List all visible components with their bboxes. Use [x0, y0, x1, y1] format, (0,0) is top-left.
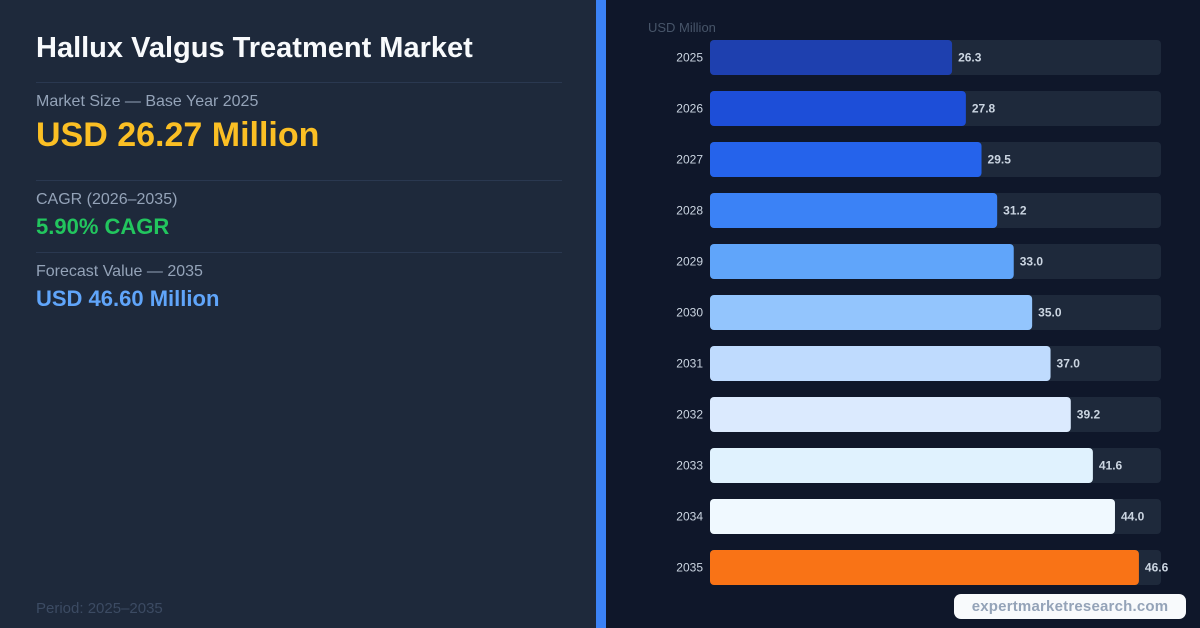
- value-label-2028: 31.2: [1003, 204, 1027, 218]
- category-label-2033: 2033: [676, 459, 703, 473]
- bar-2030: [710, 295, 1033, 330]
- bar-2033: [710, 448, 1093, 483]
- value-label-2034: 44.0: [1121, 510, 1145, 524]
- bar-2035: [710, 550, 1139, 585]
- divider: [36, 180, 562, 181]
- bar-2027: [710, 142, 982, 177]
- category-label-2025: 2025: [676, 51, 703, 65]
- category-label-2029: 2029: [676, 255, 703, 269]
- cagr-label: CAGR (2026–2035): [36, 191, 178, 208]
- value-label-2025: 26.3: [958, 51, 982, 65]
- forecast-label: Forecast Value — 2035: [36, 263, 203, 280]
- market-size-value: USD 26.27 Million: [36, 116, 320, 154]
- bar-2034: [710, 499, 1115, 534]
- bar-2026: [710, 91, 966, 126]
- bar-2028: [710, 193, 998, 228]
- category-label-2030: 2030: [676, 306, 703, 320]
- forecast-value: USD 46.60 Million: [36, 286, 220, 311]
- divider: [36, 82, 562, 83]
- period-note: Period: 2025–2035: [36, 600, 163, 617]
- bar-2032: [710, 397, 1071, 432]
- value-label-2032: 39.2: [1077, 408, 1101, 422]
- bar-2031: [710, 346, 1051, 381]
- market-size-label: Market Size — Base Year 2025: [36, 93, 259, 110]
- value-label-2030: 35.0: [1038, 306, 1062, 320]
- category-label-2027: 2027: [676, 153, 703, 167]
- value-label-2029: 33.0: [1020, 255, 1044, 269]
- axis-unit-label: USD Million: [648, 20, 716, 35]
- category-label-2031: 2031: [676, 357, 703, 371]
- bar-2025: [710, 40, 953, 75]
- value-label-2033: 41.6: [1099, 459, 1123, 473]
- category-label-2026: 2026: [676, 102, 703, 116]
- value-label-2035: 46.6: [1145, 561, 1169, 575]
- category-label-2035: 2035: [676, 561, 703, 575]
- page-title: Hallux Valgus Treatment Market: [36, 32, 473, 64]
- category-label-2034: 2034: [676, 510, 703, 524]
- divider: [36, 252, 562, 253]
- value-label-2031: 37.0: [1057, 357, 1081, 371]
- source-watermark[interactable]: expertmarketresearch.com: [954, 594, 1186, 619]
- accent-divider: [596, 0, 606, 628]
- category-label-2028: 2028: [676, 204, 703, 218]
- cagr-value: 5.90% CAGR: [36, 214, 170, 239]
- bar-2029: [710, 244, 1014, 279]
- value-label-2027: 29.5: [988, 153, 1012, 167]
- value-label-2026: 27.8: [972, 102, 996, 116]
- category-label-2032: 2032: [676, 408, 703, 422]
- summary-panel: [0, 0, 596, 628]
